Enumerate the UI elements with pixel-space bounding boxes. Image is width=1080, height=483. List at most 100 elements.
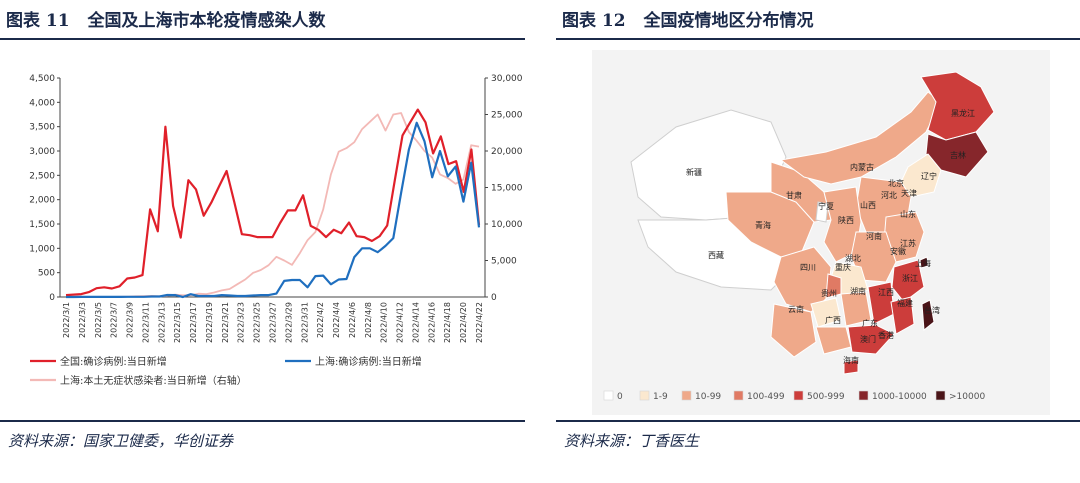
x-tick-label: 2022/4/2 [316,302,325,338]
x-tick-label: 2022/4/4 [332,302,341,338]
y-right-tick-label: 0 [491,293,497,303]
map-label: 河南 [866,231,882,241]
chart-axes: 0 500 1,000 1,500 2,000 2,500 3,000 3,500 4,000 4… [29,74,523,343]
map-label: 安徽 [890,246,906,256]
map-label: 西藏 [708,250,724,260]
map-label: 吉林 [950,150,966,160]
region-shanxi-shaanxi [823,186,862,263]
map-label: 福建 [897,298,913,308]
legend-label: 全国:确诊病例:当日新增 [60,355,167,368]
source-note: 资料来源：丁香医生 [564,432,700,450]
y-right-tick-label: 15,000 [491,184,523,194]
chart-legend: 全国:确诊病例:当日新增 上海:确诊病例:当日新增上海:本土无症状感染者:当日新增… [30,355,422,387]
x-tick-label: 2022/3/29 [284,302,293,343]
legend-swatch [639,390,650,401]
figure-title-text: 全国及上海市本轮疫情感染人数 [87,11,326,31]
map-label: 新疆 [686,167,702,177]
y-left-tick-label: 1,500 [29,220,55,230]
x-tick-label: 2022/4/20 [459,302,468,343]
map-label: 广西 [825,315,841,325]
figure-label: 图表 [562,11,596,31]
right-panel: 图表 12 全国疫情地区分布情况 新疆 西藏 青海 甘肃 宁夏 内蒙古 山西陕 [556,0,1080,483]
region-fujian [890,296,915,335]
region-hainan [843,359,859,375]
x-tick-label: 2022/3/31 [300,302,309,343]
region-zhejiang [891,259,925,303]
map-label: 海南 [843,355,859,365]
series-line-2 [66,112,480,298]
line-chart: 0 500 1,000 1,500 2,000 2,500 3,000 3,500 4,000 4… [29,74,523,387]
legend-swatch [733,390,744,401]
title-rule [0,38,525,40]
legend-label: >10000 [949,392,985,402]
map-label: 湖南 [850,286,866,296]
x-tick-label: 2022/4/6 [348,302,357,338]
figure-11-title: 图表 11 全国及上海市本轮疫情感染人数 [6,6,326,31]
x-tick-label: 2022/3/27 [269,302,278,343]
source-note: 资料来源：国家卫健委，华创证券 [8,432,234,450]
legend-swatch [935,390,946,401]
source-rule [0,420,525,422]
y-left-tick-label: 1,000 [29,244,55,254]
y-right-tick-label: 10,000 [491,220,523,230]
y-left-tick-label: 3,500 [29,123,55,133]
chart-lines [65,108,481,299]
region-taiwan [921,299,935,331]
x-tick-label: 2022/3/13 [157,302,166,343]
x-tick-label: 2022/4/18 [443,302,452,343]
map-label: 浙江 [902,273,918,283]
map-label: 江苏 [900,238,916,248]
y-right-tick-label: 20,000 [491,147,523,157]
map-label: 四川 [800,263,816,272]
x-tick-label: 2022/3/11 [141,302,150,343]
map-label: 贵州 [821,288,837,298]
map-label: 重庆 [835,262,851,272]
map-label: 香港 [878,330,894,340]
map-label: 北京 [888,178,904,188]
x-tick-label: 2022/4/8 [364,302,373,338]
y-left-tick-label: 2,000 [29,196,55,206]
map-label: 江西 [878,288,894,297]
region-shanghai [919,256,929,269]
legend-label: 1000-10000 [872,392,927,402]
region-guizhou [810,297,842,328]
figure-label: 图表 [6,11,40,31]
legend-label: 0 [617,392,623,402]
x-tick-label: 2022/3/17 [189,302,198,343]
x-tick-label: 2022/4/16 [427,302,436,343]
legend-swatch [793,390,804,401]
map-label: 陕西 [838,215,854,225]
map-label: 云南 [788,304,804,314]
y-right-tick-label: 30,000 [491,74,523,84]
legend-swatch [603,390,614,401]
legend-label: 1-9 [653,392,668,402]
x-tick-label: 2022/3/21 [221,302,230,343]
x-tick-label: 2022/3/9 [126,302,135,338]
x-tick-label: 2022/3/7 [110,302,119,338]
y-right-tick-label: 5,000 [491,257,517,267]
map-label: 天津 [901,188,917,198]
region-ningxia [815,201,829,223]
legend-label: 上海:确诊病例:当日新增 [315,355,422,368]
y-left-tick-label: 0 [49,293,55,303]
source-rule [556,420,1080,422]
map-label: 甘肃 [786,190,802,200]
left-panel: 图表 11 全国及上海市本轮疫情感染人数 0 500 1,000 1,500 2,000… [0,0,525,483]
legend-swatch [681,390,692,401]
series-line-1 [66,121,481,299]
x-tick-label: 2022/4/14 [411,302,420,343]
figure-12-title: 图表 12 全国疫情地区分布情况 [562,6,814,31]
map-label: 广东 [862,318,878,328]
y-left-tick-label: 500 [38,269,55,279]
y-left-tick-label: 4,000 [29,98,55,108]
map-label: 湖北 [845,254,861,263]
map-label: 黑龙江 [951,108,975,118]
map-label: 宁夏 [818,201,834,211]
title-rule [556,38,1080,40]
x-tick-label: 2022/3/5 [94,302,103,338]
map-label: 上海 [915,258,931,268]
map-label: 山东 [900,209,916,219]
region-yunnan [770,303,817,358]
y-left-tick-label: 3,000 [29,147,55,157]
